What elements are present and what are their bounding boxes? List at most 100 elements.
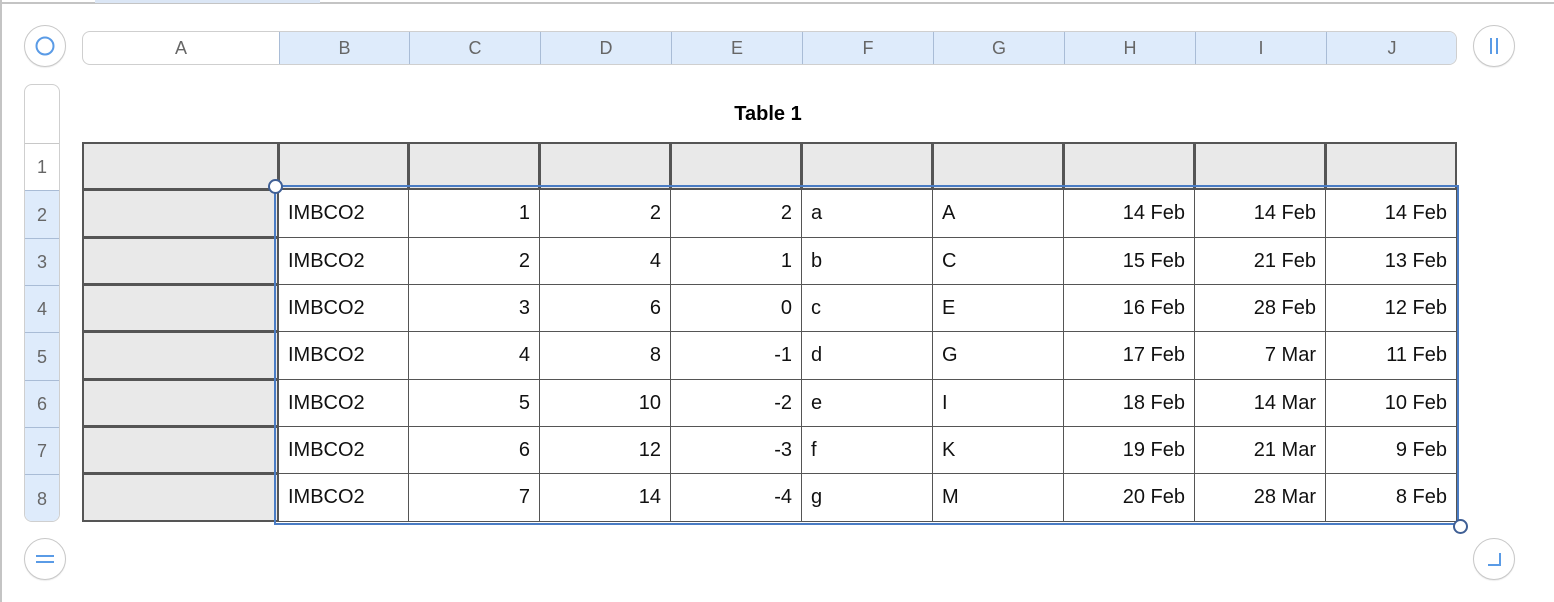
cell-D4[interactable]: 6 bbox=[539, 284, 671, 332]
cell-A4[interactable] bbox=[82, 284, 279, 332]
cell-C1[interactable] bbox=[408, 142, 540, 190]
row-header-1[interactable]: 1 bbox=[25, 143, 59, 190]
cell-A5[interactable] bbox=[82, 331, 279, 380]
cell-F2[interactable]: a bbox=[801, 189, 933, 238]
cell-D3[interactable]: 4 bbox=[539, 237, 671, 285]
column-header-J[interactable]: J bbox=[1326, 32, 1456, 64]
column-header-G[interactable]: G bbox=[933, 32, 1064, 64]
cell-D6[interactable]: 10 bbox=[539, 379, 671, 427]
cell-H1[interactable] bbox=[1063, 142, 1195, 190]
cell-F7[interactable]: f bbox=[801, 426, 933, 474]
cell-I2[interactable]: 14 Feb bbox=[1194, 189, 1326, 238]
cell-J3[interactable]: 13 Feb bbox=[1325, 237, 1457, 285]
table-title[interactable]: Table 1 bbox=[734, 103, 802, 125]
cell-G7[interactable]: K bbox=[932, 426, 1064, 474]
cell-B7[interactable]: IMBCO2 bbox=[278, 426, 409, 474]
cell-B4[interactable]: IMBCO2 bbox=[278, 284, 409, 332]
cell-C3[interactable]: 2 bbox=[408, 237, 540, 285]
row-header-5[interactable]: 5 bbox=[25, 332, 59, 380]
cell-B1[interactable] bbox=[278, 142, 409, 190]
row-header-4[interactable]: 4 bbox=[25, 285, 59, 332]
cell-E7[interactable]: -3 bbox=[670, 426, 802, 474]
cell-A2[interactable] bbox=[82, 189, 279, 238]
cell-I1[interactable] bbox=[1194, 142, 1326, 190]
cell-A7[interactable] bbox=[82, 426, 279, 474]
column-header-C[interactable]: C bbox=[409, 32, 540, 64]
cell-E5[interactable]: -1 bbox=[670, 331, 802, 380]
cell-F3[interactable]: b bbox=[801, 237, 933, 285]
row-header-3[interactable]: 3 bbox=[25, 238, 59, 285]
cell-C6[interactable]: 5 bbox=[408, 379, 540, 427]
cell-I3[interactable]: 21 Feb bbox=[1194, 237, 1326, 285]
cell-F5[interactable]: d bbox=[801, 331, 933, 380]
cell-I6[interactable]: 14 Mar bbox=[1194, 379, 1326, 427]
cell-D8[interactable]: 14 bbox=[539, 473, 671, 522]
column-header-A[interactable]: A bbox=[174, 38, 187, 58]
cell-C8[interactable]: 7 bbox=[408, 473, 540, 522]
row-header-6[interactable]: 6 bbox=[25, 380, 59, 427]
cell-A6[interactable] bbox=[82, 379, 279, 427]
cell-F1[interactable] bbox=[801, 142, 933, 190]
cell-I5[interactable]: 7 Mar bbox=[1194, 331, 1326, 380]
cell-I8[interactable]: 28 Mar bbox=[1194, 473, 1326, 522]
select-table-button[interactable] bbox=[24, 25, 66, 67]
column-header-D[interactable]: D bbox=[540, 32, 671, 64]
cell-E3[interactable]: 1 bbox=[670, 237, 802, 285]
column-header-H[interactable]: H bbox=[1064, 32, 1195, 64]
cell-J5[interactable]: 11 Feb bbox=[1325, 331, 1457, 380]
cell-B8[interactable]: IMBCO2 bbox=[278, 473, 409, 522]
resize-table-handle[interactable] bbox=[1473, 538, 1515, 580]
cell-I7[interactable]: 21 Mar bbox=[1194, 426, 1326, 474]
cell-I4[interactable]: 28 Feb bbox=[1194, 284, 1326, 332]
cell-H6[interactable]: 18 Feb bbox=[1063, 379, 1195, 427]
cell-G3[interactable]: C bbox=[932, 237, 1064, 285]
column-header-E[interactable]: E bbox=[671, 32, 802, 64]
cell-D1[interactable] bbox=[539, 142, 671, 190]
selection-handle-bottom-right[interactable] bbox=[1453, 519, 1468, 534]
cell-C2[interactable]: 1 bbox=[408, 189, 540, 238]
cell-B6[interactable]: IMBCO2 bbox=[278, 379, 409, 427]
cell-A8[interactable] bbox=[82, 473, 279, 522]
selection-handle-top-left[interactable] bbox=[268, 179, 283, 194]
column-header-B[interactable]: B bbox=[279, 32, 409, 64]
add-columns-handle[interactable] bbox=[1473, 25, 1515, 67]
cell-G8[interactable]: M bbox=[932, 473, 1064, 522]
cell-E1[interactable] bbox=[670, 142, 802, 190]
cell-H2[interactable]: 14 Feb bbox=[1063, 189, 1195, 238]
cell-E8[interactable]: -4 bbox=[670, 473, 802, 522]
cell-J2[interactable]: 14 Feb bbox=[1325, 189, 1457, 238]
cell-C4[interactable]: 3 bbox=[408, 284, 540, 332]
cell-H7[interactable]: 19 Feb bbox=[1063, 426, 1195, 474]
cell-E2[interactable]: 2 bbox=[670, 189, 802, 238]
cell-C5[interactable]: 4 bbox=[408, 331, 540, 380]
cell-D7[interactable]: 12 bbox=[539, 426, 671, 474]
cell-H8[interactable]: 20 Feb bbox=[1063, 473, 1195, 522]
add-rows-handle[interactable] bbox=[24, 538, 66, 580]
cell-B2[interactable]: IMBCO2 bbox=[278, 189, 409, 238]
cell-J7[interactable]: 9 Feb bbox=[1325, 426, 1457, 474]
cell-G4[interactable]: E bbox=[932, 284, 1064, 332]
cell-F8[interactable]: g bbox=[801, 473, 933, 522]
cell-A1[interactable] bbox=[82, 142, 279, 190]
cell-B5[interactable]: IMBCO2 bbox=[278, 331, 409, 380]
cell-H5[interactable]: 17 Feb bbox=[1063, 331, 1195, 380]
cell-G5[interactable]: G bbox=[932, 331, 1064, 380]
cell-F6[interactable]: e bbox=[801, 379, 933, 427]
row-header-2[interactable]: 2 bbox=[25, 190, 59, 238]
cell-D2[interactable]: 2 bbox=[539, 189, 671, 238]
cell-B3[interactable]: IMBCO2 bbox=[278, 237, 409, 285]
cell-F4[interactable]: c bbox=[801, 284, 933, 332]
row-header-8[interactable]: 8 bbox=[25, 474, 59, 521]
cell-G1[interactable] bbox=[932, 142, 1064, 190]
cell-G6[interactable]: I bbox=[932, 379, 1064, 427]
cell-G2[interactable]: A bbox=[932, 189, 1064, 238]
cell-H3[interactable]: 15 Feb bbox=[1063, 237, 1195, 285]
cell-J8[interactable]: 8 Feb bbox=[1325, 473, 1457, 522]
column-header-F[interactable]: F bbox=[802, 32, 933, 64]
cell-H4[interactable]: 16 Feb bbox=[1063, 284, 1195, 332]
cell-J1[interactable] bbox=[1325, 142, 1457, 190]
cell-D5[interactable]: 8 bbox=[539, 331, 671, 380]
row-header-7[interactable]: 7 bbox=[25, 427, 59, 474]
cell-E4[interactable]: 0 bbox=[670, 284, 802, 332]
cell-A3[interactable] bbox=[82, 237, 279, 285]
